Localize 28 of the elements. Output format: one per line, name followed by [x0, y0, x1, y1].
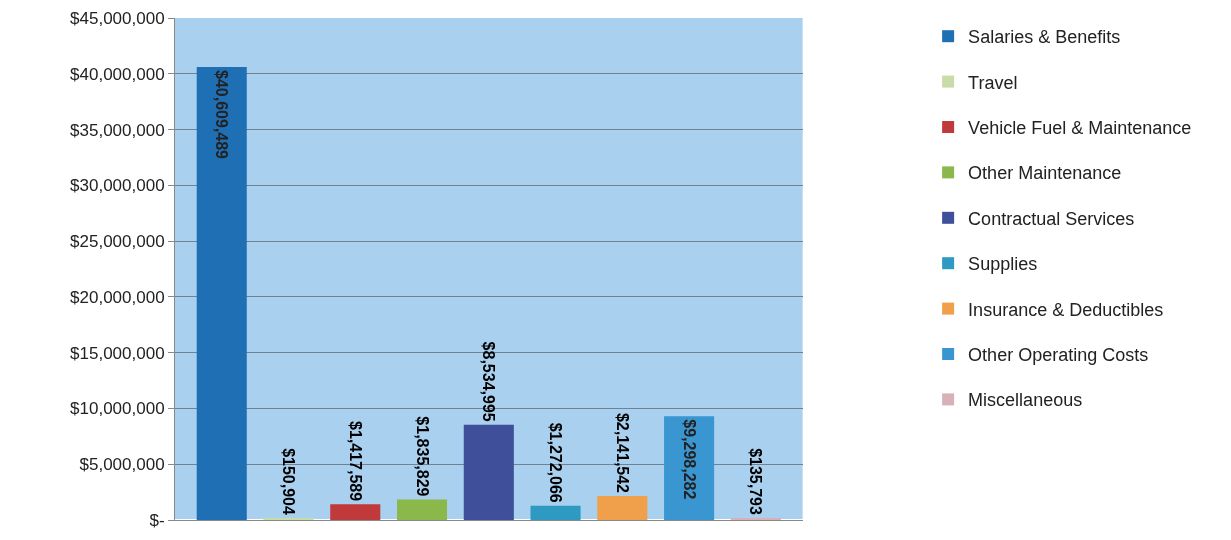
y-tick-label: $5,000,000 — [79, 455, 165, 475]
legend-label: Salaries & Benefits — [968, 27, 1121, 48]
y-tick-label: $30,000,000 — [70, 176, 165, 196]
y-tick-label: $45,000,000 — [70, 8, 165, 28]
legend-label: Supplies — [968, 254, 1038, 275]
legend-label: Travel — [968, 72, 1018, 93]
legend-label: Other Maintenance — [968, 163, 1122, 184]
y-tick-label: $15,000,000 — [70, 343, 165, 363]
data-label: $9,298,282 — [680, 419, 698, 500]
data-label: $1,835,829 — [413, 416, 431, 497]
legend-label: Miscellaneous — [968, 390, 1083, 411]
data-label: $135,793 — [747, 448, 765, 515]
legend-label: Insurance & Deductibles — [968, 299, 1164, 320]
data-label: $40,609,489 — [213, 69, 231, 160]
data-label: $1,272,066 — [547, 422, 565, 503]
y-tick-label: $10,000,000 — [70, 399, 165, 419]
data-label: $150,904 — [280, 448, 297, 515]
y-tick-label: $20,000,000 — [70, 287, 165, 307]
legend-label: Other Operating Costs — [968, 345, 1149, 366]
data-label: $1,417,589 — [346, 421, 364, 502]
y-tick-label: $40,000,000 — [70, 64, 165, 84]
data-label: $8,534,995 — [480, 341, 498, 422]
data-label: $2,141,542 — [613, 412, 631, 494]
y-tick-label: $25,000,000 — [70, 232, 165, 252]
y-tick-label: $35,000,000 — [70, 120, 165, 140]
y-tick-label: $- — [149, 510, 165, 530]
legend-label: Vehicle Fuel & Maintenance — [968, 118, 1192, 139]
legend-label: Contractual Services — [968, 208, 1135, 229]
